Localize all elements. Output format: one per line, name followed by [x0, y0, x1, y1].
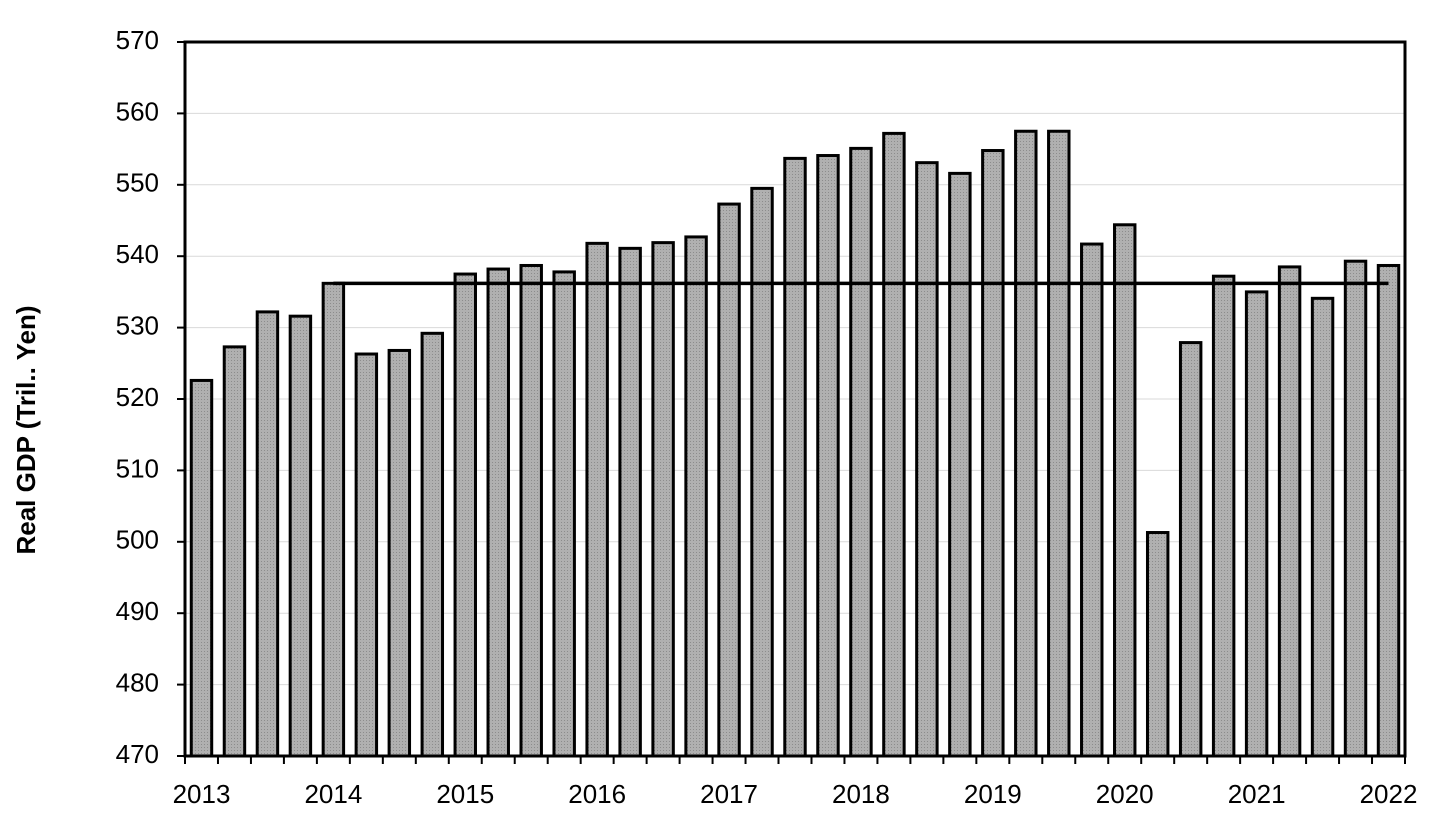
bar: [189, 378, 214, 758]
bar: [651, 241, 675, 758]
y-tick-label: 540: [116, 239, 159, 269]
bar: [387, 348, 412, 758]
bar: [519, 263, 543, 758]
bar: [552, 270, 576, 758]
bar: [1343, 259, 1368, 758]
plot-frame: [183, 40, 1407, 758]
y-tick-label: 480: [116, 667, 159, 697]
bar: [420, 331, 445, 758]
x-tick-label: 2020: [1096, 779, 1154, 809]
bar: [321, 281, 346, 758]
bar: [486, 267, 510, 758]
x-tick-label: 2015: [436, 779, 494, 809]
bar: [1310, 296, 1335, 758]
x-tick-label: 2016: [568, 779, 626, 809]
bar: [1277, 265, 1302, 758]
bar: [1211, 274, 1236, 758]
y-tick-label: 490: [116, 596, 159, 626]
x-tick-label: 2021: [1228, 779, 1286, 809]
bar: [816, 154, 840, 758]
bar: [717, 202, 741, 758]
bar: [585, 241, 609, 758]
bar: [222, 345, 247, 758]
bar: [1244, 290, 1269, 758]
bar: [1047, 129, 1071, 758]
bar: [618, 246, 642, 758]
bar: [684, 235, 708, 758]
y-tick-label: 560: [116, 96, 159, 126]
bar: [288, 314, 313, 758]
bar: [750, 186, 774, 758]
x-tick-label: 2017: [700, 779, 758, 809]
y-tick-label: 470: [116, 739, 159, 769]
bar: [1178, 341, 1203, 758]
y-tick-label: 550: [116, 168, 159, 198]
y-tick-label: 570: [116, 25, 159, 55]
y-tick-label: 500: [116, 525, 159, 555]
bar: [1080, 242, 1104, 758]
bar: [915, 161, 939, 758]
x-tick-label: 2014: [304, 779, 362, 809]
bar: [1113, 223, 1137, 758]
bar: [354, 352, 379, 758]
y-tick-label: 510: [116, 453, 159, 483]
bar: [255, 310, 280, 758]
bar: [1145, 531, 1170, 758]
x-tick-label: 2019: [964, 779, 1022, 809]
x-tick-label: 2013: [173, 779, 231, 809]
bar: [981, 149, 1005, 758]
x-tick-label: 2018: [832, 779, 890, 809]
bar: [948, 171, 972, 758]
bar: [849, 146, 873, 758]
y-tick-label: 530: [116, 310, 159, 340]
x-tick-label: 2022: [1360, 779, 1418, 809]
bar: [1014, 129, 1038, 758]
y-axis-label: Real GDP (Tril.. Yen): [11, 305, 41, 554]
bar: [1376, 263, 1401, 758]
bar: [882, 131, 906, 758]
bar: [453, 272, 477, 758]
y-tick-label: 520: [116, 382, 159, 412]
bar: [783, 156, 807, 758]
